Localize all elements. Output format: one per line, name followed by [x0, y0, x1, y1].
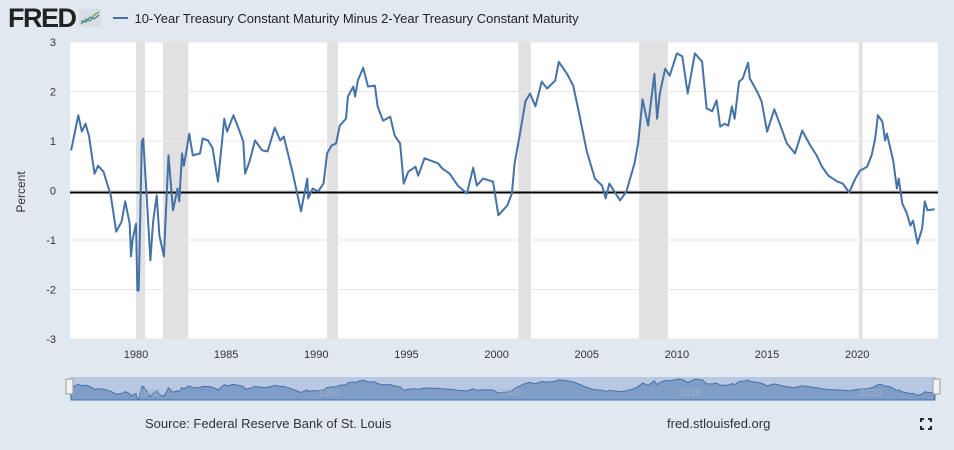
x-tick-label: 2020 — [845, 349, 869, 361]
legend: 10-Year Treasury Constant Maturity Minus… — [112, 10, 579, 26]
navigator-tick-label: 2020 — [859, 388, 882, 399]
fred-link[interactable]: fred.stlouisfed.org — [667, 416, 771, 431]
y-tick-label: 3 — [50, 37, 56, 49]
navigator[interactable]: 1980 1990 2000 2010 2020 — [65, 377, 941, 401]
x-tick-label: 1980 — [124, 349, 148, 361]
y-axis: 3 2 1 0 -1 -2 -3 — [46, 37, 56, 346]
chart-header: FRED 10-Year Treasury Constant Maturity … — [8, 4, 579, 32]
x-tick-label: 1990 — [304, 349, 328, 361]
navigator-tick-label: 1990 — [318, 388, 341, 399]
series-line — [70, 52, 935, 292]
y-axis-label: Percent — [14, 171, 28, 213]
x-tick-label: 2010 — [665, 349, 689, 361]
x-axis: 1980 1985 1990 1995 2000 2005 2010 2015 2020 — [124, 349, 870, 361]
y-tick-label: -2 — [46, 285, 56, 297]
x-tick-label: 1985 — [214, 349, 238, 361]
source-note: Source: Federal Reserve Bank of St. Loui… — [145, 416, 392, 431]
navigator-handle-left[interactable] — [65, 378, 74, 395]
x-tick-label: 2015 — [755, 349, 779, 361]
x-tick-label: 1995 — [394, 349, 418, 361]
y-tick-label: 2 — [50, 87, 56, 99]
legend-label: 10-Year Treasury Constant Maturity Minus… — [134, 10, 579, 26]
line-chart-icon — [78, 9, 101, 27]
fred-logo[interactable]: FRED — [8, 3, 77, 33]
navigator-tick-label: 2010 — [679, 388, 702, 399]
chart: 3 2 1 0 -1 -2 -3 1980 1985 1990 1995 2000 2005 2010 2… — [14, 37, 941, 401]
x-tick-label: 2000 — [484, 349, 508, 361]
y-tick-label: 0 — [50, 186, 56, 198]
navigator-handle-right[interactable] — [932, 378, 941, 395]
gridlines — [70, 41, 938, 340]
x-tick-label: 2005 — [575, 349, 599, 361]
legend-swatch — [112, 17, 128, 19]
navigator-tick-label: 1980 — [138, 388, 161, 399]
y-tick-label: -1 — [46, 235, 56, 247]
fullscreen-icon[interactable] — [920, 418, 932, 430]
y-tick-label: 1 — [50, 136, 56, 148]
navigator-area — [70, 378, 936, 401]
y-tick-label: -3 — [46, 334, 56, 346]
navigator-tick-label: 2000 — [499, 388, 522, 399]
